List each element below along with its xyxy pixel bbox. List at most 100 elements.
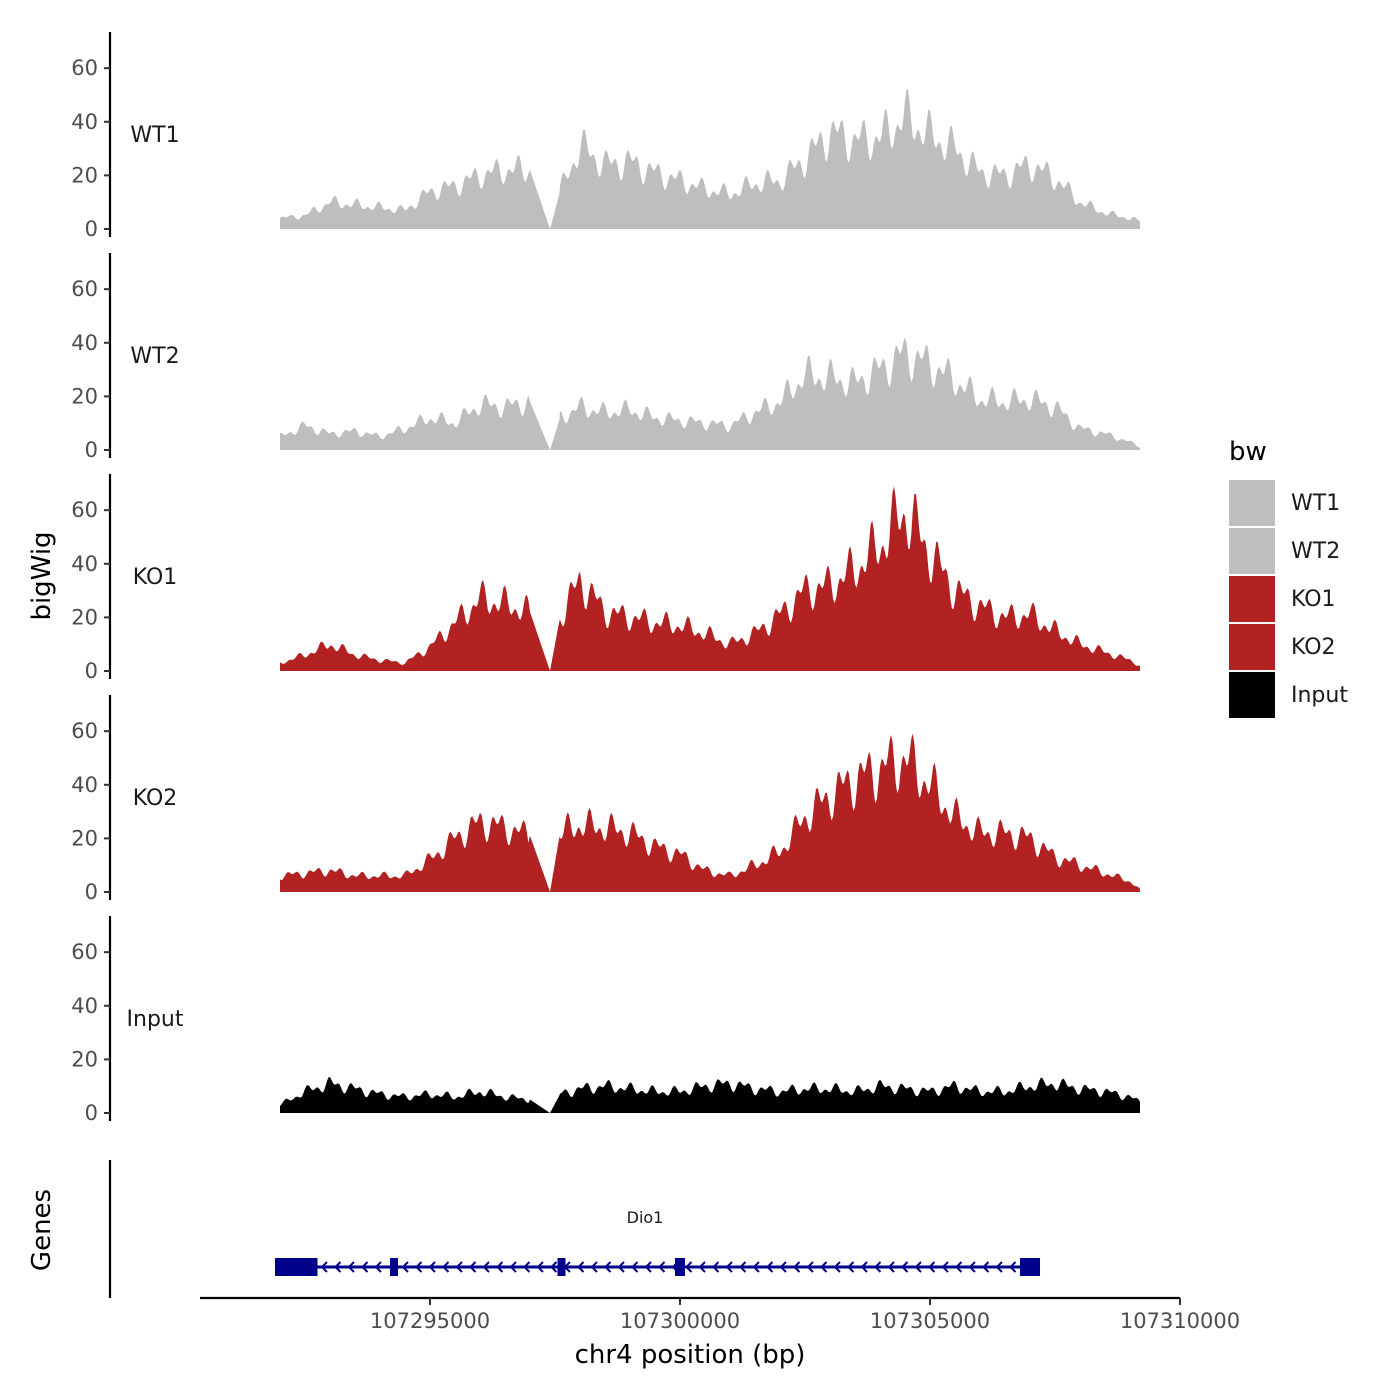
y-tick-label: 0 (85, 1101, 98, 1125)
strand-arrow (509, 1261, 517, 1273)
x-axis: 107295000 107300000 107305000 107310000 (200, 1296, 1240, 1333)
strand-arrow (1009, 1261, 1017, 1273)
strand-arrow (428, 1261, 436, 1273)
strand-arrow (455, 1261, 463, 1273)
y-tick-label: 60 (71, 940, 98, 964)
x-tick-label: 107300000 (620, 1309, 740, 1333)
gene-label: Dio1 (627, 1208, 664, 1227)
area-wt2 (280, 337, 1140, 450)
strand-arrow (334, 1261, 342, 1273)
strand-arrow (536, 1261, 544, 1273)
track-input: 0 20 40 60 Input (71, 916, 1140, 1125)
strand-arrow (928, 1261, 936, 1273)
strand-arrow (820, 1261, 828, 1273)
y-tick-label: 0 (85, 880, 98, 904)
legend-swatch-input (1229, 672, 1275, 718)
strand-arrow (860, 1261, 868, 1273)
strand-arrow (644, 1261, 652, 1273)
area-ko1 (280, 486, 1140, 671)
y-tick-label: 40 (71, 110, 98, 134)
legend: bw WT1 WT2 KO1 KO2 Input (1229, 437, 1348, 718)
strand-arrow (874, 1261, 882, 1273)
strand-arrow (766, 1261, 774, 1273)
y-tick-label: 60 (71, 719, 98, 743)
y-tick-label: 20 (71, 826, 98, 850)
strand-arrow (914, 1261, 922, 1273)
area-input (280, 1077, 1140, 1113)
strand-arrow (415, 1261, 423, 1273)
legend-title: bw (1229, 437, 1267, 467)
y-tick-label: 40 (71, 773, 98, 797)
y-tick-label: 20 (71, 163, 98, 187)
strand-arrow (442, 1261, 450, 1273)
exon (390, 1258, 398, 1276)
y-tick-label: 60 (71, 56, 98, 80)
strand-arrow (739, 1261, 747, 1273)
strand-arrow (847, 1261, 855, 1273)
strand-arrow (752, 1261, 760, 1273)
signal-tracks: 0 20 40 60 WT1 0 20 40 60 WT2 0 20 40 60 KO1 0 20 40 60 KO2… (71, 32, 1140, 1125)
strand-arrow (712, 1261, 720, 1273)
genes-track: Dio1 (108, 1160, 1040, 1298)
y-tick-label: 20 (71, 384, 98, 408)
track-ko1: 0 20 40 60 KO1 (71, 474, 1140, 683)
strand-arrow (685, 1261, 693, 1273)
y-tick-label: 20 (71, 1047, 98, 1071)
exon (1020, 1258, 1040, 1276)
y-tick-label: 20 (71, 605, 98, 629)
y-tick-label: 40 (71, 331, 98, 355)
track-label-wt1: WT1 (130, 123, 179, 148)
x-tick-label: 107305000 (870, 1309, 990, 1333)
track-label-wt2: WT2 (130, 344, 179, 369)
y-tick-label: 40 (71, 552, 98, 576)
strand-arrow (523, 1261, 531, 1273)
legend-label-input: Input (1291, 683, 1348, 708)
legend-swatch-ko1 (1229, 576, 1275, 622)
track-wt2: 0 20 40 60 WT2 (71, 253, 1140, 462)
gene-dio1: Dio1 (275, 1208, 1040, 1276)
track-label-ko2: KO2 (133, 786, 178, 811)
strand-arrow (401, 1261, 409, 1273)
legend-label-ko2: KO2 (1291, 635, 1336, 660)
track-label-ko1: KO1 (133, 565, 178, 590)
strand-arrow (887, 1261, 895, 1273)
legend-label-ko1: KO1 (1291, 587, 1336, 612)
y-tick-label: 40 (71, 994, 98, 1018)
x-tick-label: 107295000 (370, 1309, 490, 1333)
track-ko2: 0 20 40 60 KO2 (71, 695, 1140, 904)
legend-label-wt2: WT2 (1291, 539, 1340, 564)
area-ko2 (280, 733, 1140, 892)
strand-arrow (806, 1261, 814, 1273)
strand-arrow (941, 1261, 949, 1273)
track-label-input: Input (127, 1007, 184, 1032)
exon (557, 1258, 566, 1276)
strand-arrow (496, 1261, 504, 1273)
strand-arrow (995, 1261, 1003, 1273)
strand-arrow (955, 1261, 963, 1273)
strand-arrow (698, 1261, 706, 1273)
y-tick-label: 60 (71, 277, 98, 301)
exon (675, 1258, 685, 1276)
exon (275, 1258, 318, 1276)
strand-arrow (631, 1261, 639, 1273)
strand-arrow (658, 1261, 666, 1273)
legend-swatch-wt2 (1229, 528, 1275, 574)
strand-arrow (320, 1261, 328, 1273)
track-wt1: 0 20 40 60 WT1 (71, 32, 1140, 241)
strand-arrow (982, 1261, 990, 1273)
strand-arrow (469, 1261, 477, 1273)
y-tick-label: 0 (85, 659, 98, 683)
strand-arrow (590, 1261, 598, 1273)
legend-swatch-ko2 (1229, 624, 1275, 670)
strand-arrow (793, 1261, 801, 1273)
y-tick-label: 60 (71, 498, 98, 522)
y-tick-label: 0 (85, 438, 98, 462)
strand-arrow (482, 1261, 490, 1273)
strand-arrow (779, 1261, 787, 1273)
y-axis-title: bigWig (27, 531, 57, 620)
strand-arrow (361, 1261, 369, 1273)
strand-arrow (577, 1261, 585, 1273)
strand-arrow (725, 1261, 733, 1273)
strand-arrow (968, 1261, 976, 1273)
